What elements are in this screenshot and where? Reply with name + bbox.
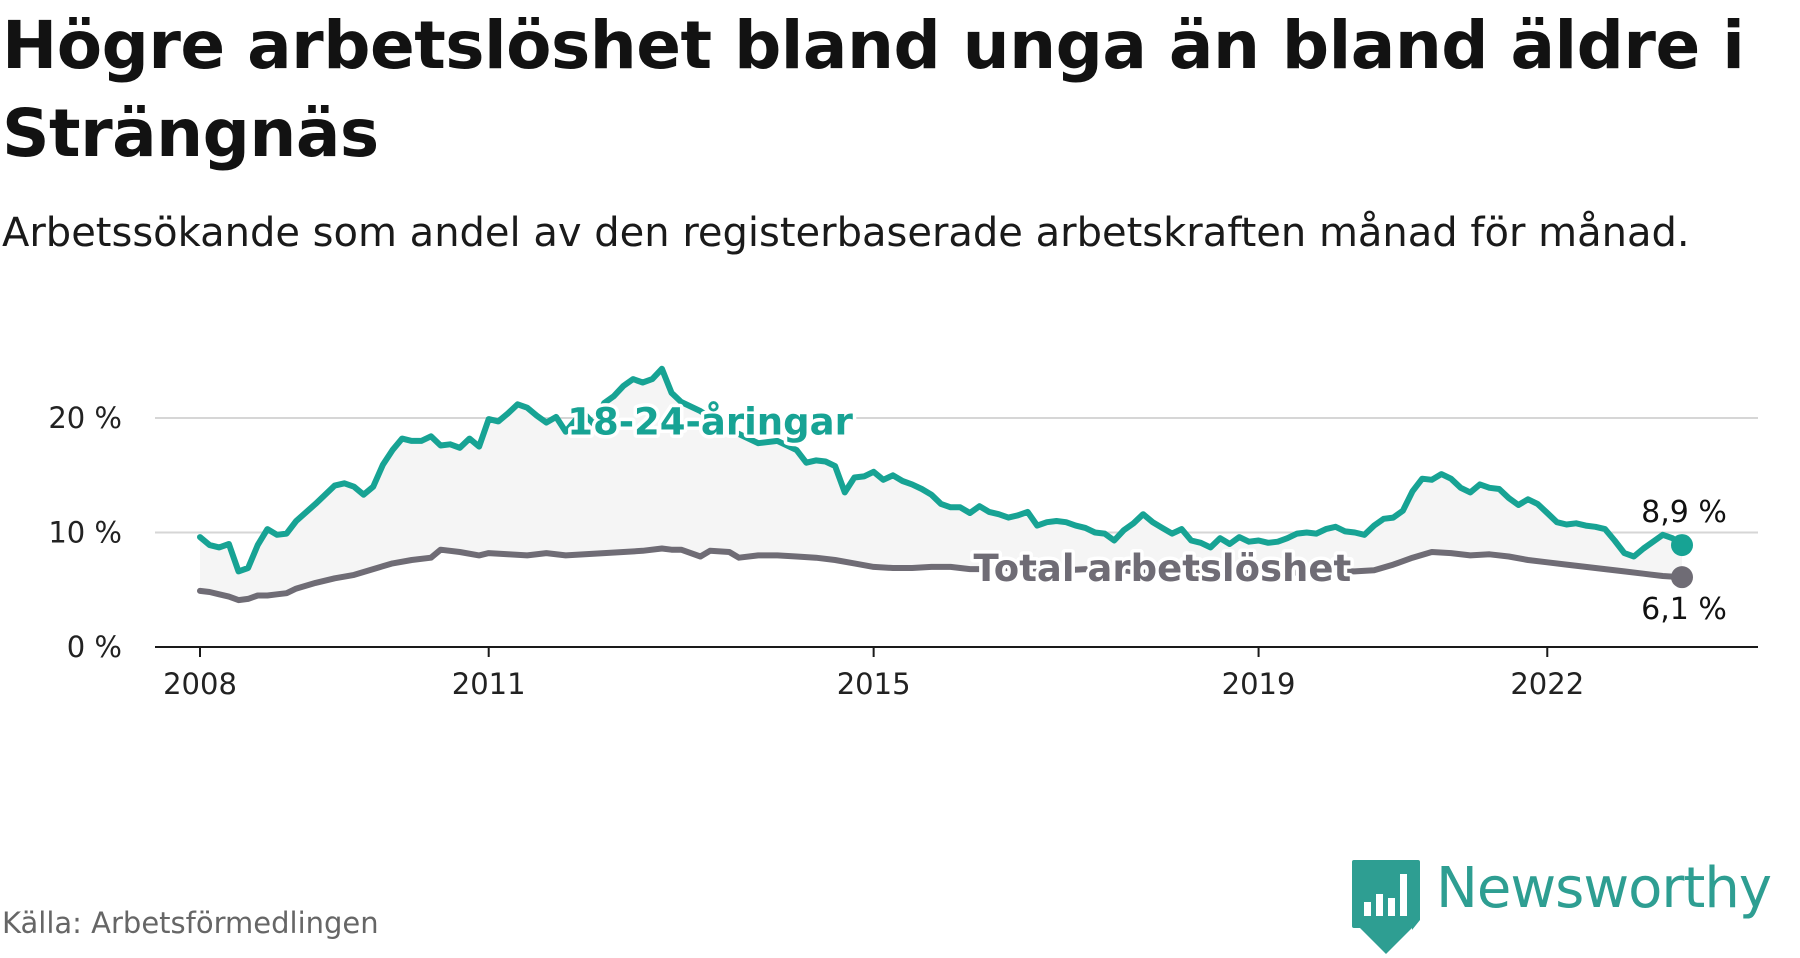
- series-line-youth: [197, 365, 1685, 575]
- series-label: 18-24-åringar: [567, 400, 853, 443]
- series-labels: 18-24-åringar Total arbetslöshet: [564, 397, 1355, 594]
- y-tick-labels: 0 % 10 % 20 %: [48, 401, 122, 664]
- x-tick-label: 2019: [1222, 667, 1296, 700]
- y-tick-label: 10 %: [48, 516, 122, 550]
- y-tick-label: 0 %: [67, 630, 122, 664]
- newsworthy-logo-icon: [1352, 860, 1420, 954]
- y-tick-label: 20 %: [48, 401, 122, 435]
- chart-subtitle: Arbetssökande som andel av den registerb…: [2, 210, 1690, 256]
- x-tick-label: 2015: [837, 667, 911, 700]
- series-line-total: [197, 545, 1685, 604]
- end-value-total: 6,1 %: [1641, 592, 1727, 627]
- x-tick-label: 2022: [1510, 667, 1584, 700]
- end-point-youth: [1671, 534, 1693, 557]
- source-note: Källa: Arbetsförmedlingen: [2, 906, 379, 940]
- series-label: Total arbetslöshet: [973, 547, 1351, 590]
- line-chart: 0 % 10 % 20 % 2008 2011 2015 2019 2022 18-24-å…: [48, 365, 1758, 700]
- brand-logo-block: Newsworthy: [1350, 856, 1772, 958]
- x-tick-label: 2008: [163, 667, 237, 700]
- chart-title: Högre arbetslöshet bland unga än bland ä…: [2, 7, 1745, 172]
- x-axis: 2008 2011 2015 2019 2022: [155, 646, 1758, 700]
- brand-name: Newsworthy: [1436, 856, 1772, 921]
- x-tick-label: 2011: [452, 667, 526, 700]
- end-points: 8,9 % 6,1 %: [1641, 495, 1727, 627]
- end-point-total: [1671, 566, 1693, 589]
- series-lines: [197, 365, 1685, 604]
- end-value-youth: 8,9 %: [1641, 495, 1727, 530]
